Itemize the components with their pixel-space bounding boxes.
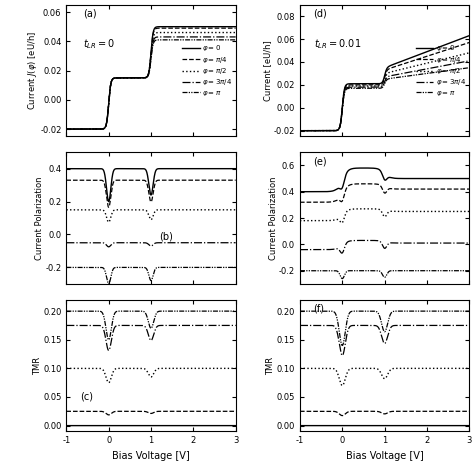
X-axis label: Bias Voltage [V]: Bias Voltage [V] xyxy=(346,451,423,461)
Y-axis label: TMR: TMR xyxy=(33,356,42,374)
Y-axis label: TMR: TMR xyxy=(266,356,275,374)
Text: $t_{LR}=0$: $t_{LR}=0$ xyxy=(83,37,116,52)
Text: (c): (c) xyxy=(80,392,93,402)
Legend: $\varphi=0$, $\varphi=\pi/4$, $\varphi=\pi/2$, $\varphi=3\pi/4$, $\varphi=\pi$: $\varphi=0$, $\varphi=\pi/4$, $\varphi=\… xyxy=(416,43,466,98)
Y-axis label: Current Polarization: Current Polarization xyxy=(35,176,44,260)
Y-axis label: Current $J(\varphi)$ [eU/h]: Current $J(\varphi)$ [eU/h] xyxy=(26,31,39,110)
Text: (d): (d) xyxy=(313,9,327,18)
Text: $t_{LR}=0.01$: $t_{LR}=0.01$ xyxy=(313,37,361,52)
Y-axis label: Current [eU/h]: Current [eU/h] xyxy=(264,40,273,101)
X-axis label: Bias Voltage [V]: Bias Voltage [V] xyxy=(112,451,190,461)
Text: (b): (b) xyxy=(159,231,173,241)
Text: (a): (a) xyxy=(83,9,97,18)
Text: (e): (e) xyxy=(313,156,327,166)
Y-axis label: Current Polarization: Current Polarization xyxy=(269,176,278,260)
Legend: $\varphi=0$, $\varphi=\pi/4$, $\varphi=\pi/2$, $\varphi=3\pi/4$, $\varphi=\pi$: $\varphi=0$, $\varphi=\pi/4$, $\varphi=\… xyxy=(182,43,232,98)
Text: (f): (f) xyxy=(313,304,325,314)
